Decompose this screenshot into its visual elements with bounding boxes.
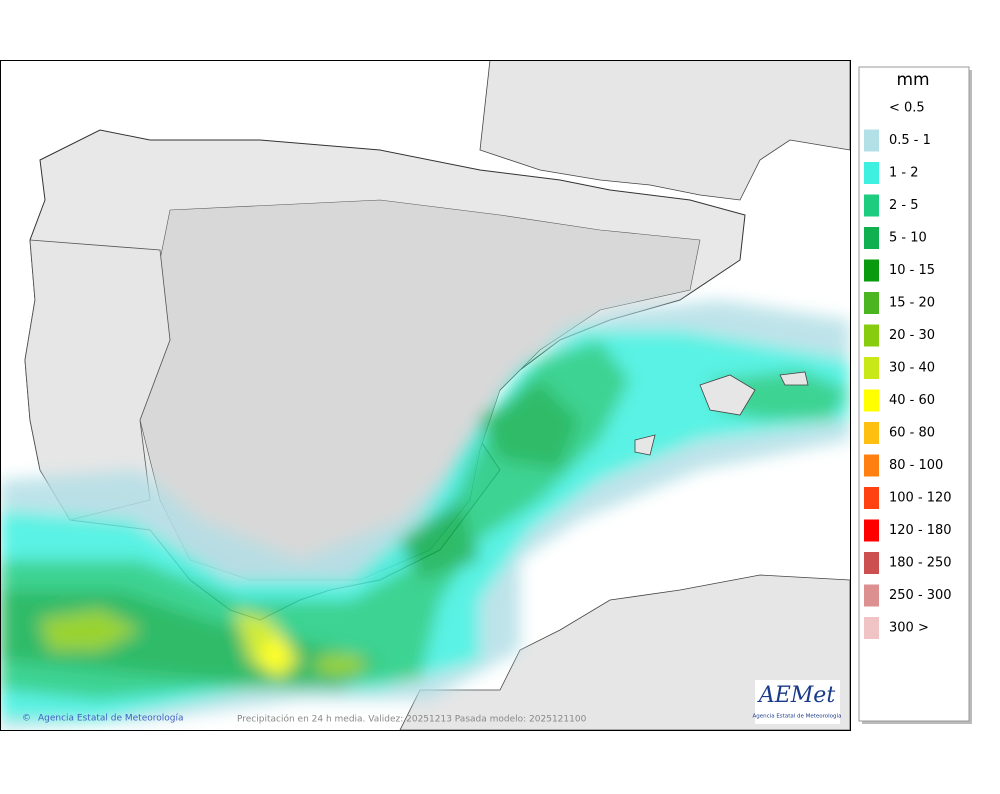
mallorca: [699, 374, 756, 416]
legend-swatch: [864, 454, 879, 477]
legend-label: 80 - 100: [889, 458, 943, 473]
legend-label: 300 >: [889, 621, 929, 636]
logo-box: [755, 680, 840, 724]
menorca: [779, 371, 809, 386]
legend-label: 100 - 120: [889, 491, 952, 506]
legend-swatch: [864, 389, 879, 412]
credit-icon: ©: [22, 714, 31, 724]
legend-swatch: [864, 129, 879, 152]
legend-label: 5 - 10: [889, 231, 927, 246]
map: © Agencia Estatal de Meteorología Precip…: [1, 61, 850, 730]
logo: AEMet: [757, 683, 835, 708]
legend-swatch: [864, 519, 879, 542]
france: [479, 61, 850, 201]
legend-label: 0.5 - 1: [889, 133, 931, 148]
legend-swatch: [864, 422, 879, 444]
legend-swatch: [864, 259, 879, 282]
credit: Agencia Estatal de Meteorología: [38, 714, 184, 724]
legend-swatch: [864, 227, 879, 249]
legend-label: 10 - 15: [889, 263, 935, 278]
legend-swatch: [864, 552, 879, 574]
legend-label: 2 - 5: [889, 198, 919, 213]
legend-swatch: [864, 584, 879, 607]
legend-swatch: [864, 162, 879, 184]
legend-swatch: [864, 194, 879, 217]
legend-label: 180 - 250: [889, 556, 952, 571]
legend-label: < 0.5: [889, 101, 925, 116]
legend-label: 30 - 40: [889, 361, 935, 376]
legend-label: 15 - 20: [889, 296, 935, 311]
legend-label: 40 - 60: [889, 393, 935, 408]
legend-swatch: [864, 617, 879, 639]
ibiza: [634, 434, 656, 456]
legend-label: 120 - 180: [889, 523, 952, 538]
legend-swatch: [864, 292, 879, 314]
map-frame: [0, 60, 851, 731]
legend: < 0.5 0.5 - 1 1 - 2 2 - 5 5 - 10 10 - 15 15 - …: [864, 101, 952, 639]
legend-swatch: [864, 357, 879, 379]
caption: Precipitación en 24 h media. Validez: 20…: [237, 714, 587, 725]
legend-title: mm: [896, 70, 929, 90]
legend-swatch: [864, 324, 879, 347]
legend-swatch: [864, 487, 879, 509]
logo-subtitle: Agencia Estatal de Meteorología: [753, 713, 842, 720]
legend-label: 250 - 300: [889, 588, 952, 603]
legend-label: 20 - 30: [889, 328, 935, 343]
legend-label: 1 - 2: [889, 166, 919, 181]
legend-label: 60 - 80: [889, 426, 935, 441]
precipitation: [1, 300, 850, 730]
